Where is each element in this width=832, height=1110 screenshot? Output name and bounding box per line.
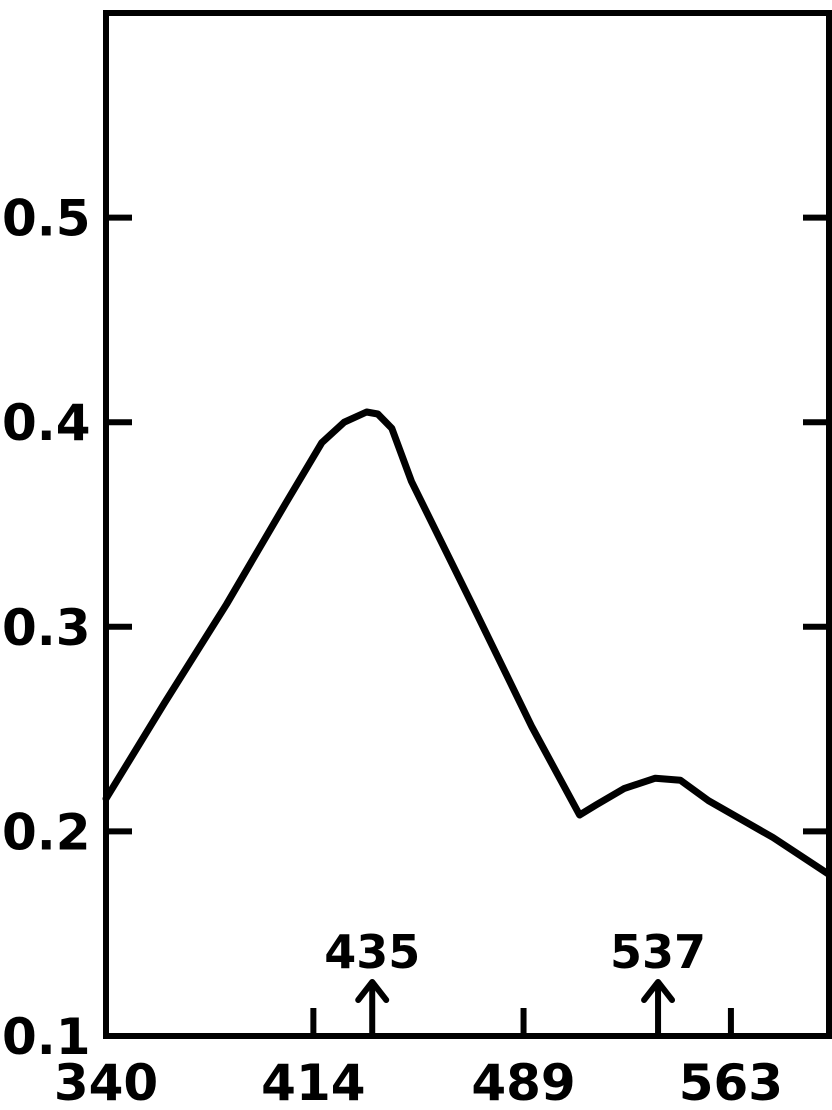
annotation-arrow-head xyxy=(355,979,390,1003)
series-line xyxy=(102,408,832,878)
annotation-label: 537 xyxy=(610,925,706,979)
x-tick-label: 563 xyxy=(679,1054,783,1110)
y-tick-label: 0.3 xyxy=(2,599,91,657)
x-axis-ticks: 340 414 489 563 xyxy=(54,1008,783,1110)
series-group xyxy=(102,408,832,878)
y-tick-label: 0.5 xyxy=(2,190,91,248)
y-tick-label: 0.4 xyxy=(2,394,91,452)
x-tick-label: 340 xyxy=(54,1054,158,1110)
plot-frame-group xyxy=(103,10,832,1039)
x-tick-label: 414 xyxy=(261,1054,365,1110)
x-tick-label: 489 xyxy=(471,1054,575,1110)
annotation-arrow-head xyxy=(641,979,676,1003)
annotation-group: 435 537 xyxy=(324,925,706,1034)
y-axis-ticks: 0.1 0.2 0.3 0.4 0.5 xyxy=(2,190,829,1066)
plot-frame xyxy=(103,10,832,1039)
y-tick-label: 0.2 xyxy=(2,803,91,861)
y-tick-label: 0.1 xyxy=(2,1008,91,1066)
annotation-label: 435 xyxy=(324,925,420,979)
